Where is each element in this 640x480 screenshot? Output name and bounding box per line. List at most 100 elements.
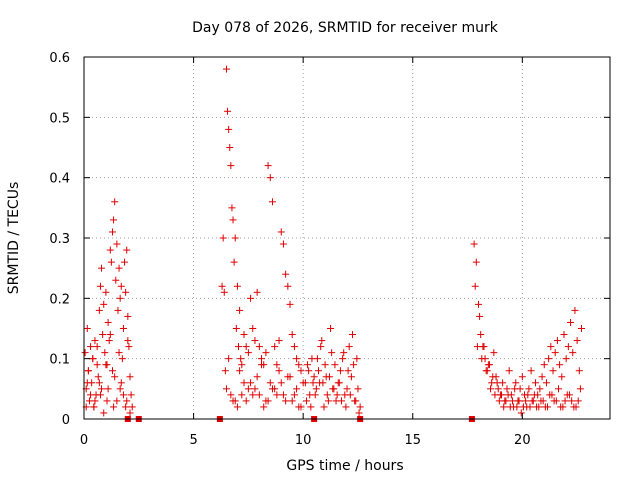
data-point bbox=[511, 385, 519, 393]
data-point bbox=[344, 367, 352, 375]
data-point bbox=[515, 397, 523, 405]
data-point bbox=[247, 294, 255, 302]
data-point bbox=[118, 355, 126, 363]
data-point bbox=[87, 391, 95, 399]
data-point bbox=[560, 331, 568, 339]
x-tick-label: 10 bbox=[295, 433, 312, 448]
chart-title: Day 078 of 2026, SRMTID for receiver mur… bbox=[192, 20, 499, 36]
data-point bbox=[116, 385, 124, 393]
data-point bbox=[570, 403, 578, 411]
data-point bbox=[484, 361, 492, 369]
data-point bbox=[578, 325, 586, 332]
data-point bbox=[117, 379, 125, 387]
data-point bbox=[95, 379, 103, 387]
data-point bbox=[128, 403, 136, 411]
data-point bbox=[343, 385, 351, 393]
data-point bbox=[112, 276, 120, 284]
data-point bbox=[565, 391, 573, 399]
data-point bbox=[351, 397, 359, 405]
data-point bbox=[536, 385, 544, 393]
data-point bbox=[544, 403, 552, 411]
data-point bbox=[119, 391, 127, 399]
data-point bbox=[489, 373, 497, 381]
data-point bbox=[336, 367, 344, 375]
data-point bbox=[96, 391, 104, 399]
data-point bbox=[122, 288, 130, 296]
data-point bbox=[335, 379, 343, 387]
data-point bbox=[305, 367, 313, 375]
data-point bbox=[273, 391, 281, 399]
data-point bbox=[475, 300, 482, 308]
data-point bbox=[258, 361, 266, 369]
data-point bbox=[288, 331, 296, 339]
data-point bbox=[230, 258, 238, 266]
data-point bbox=[328, 349, 336, 357]
data-point bbox=[100, 409, 108, 417]
data-point bbox=[81, 349, 89, 357]
data-point bbox=[258, 355, 266, 363]
data-point bbox=[104, 318, 112, 326]
data-point bbox=[553, 337, 561, 345]
y-tick-label: 0.2 bbox=[49, 292, 70, 307]
y-tick-label: 0.6 bbox=[49, 51, 70, 66]
data-point bbox=[83, 325, 91, 332]
data-point bbox=[106, 331, 114, 339]
data-point bbox=[227, 162, 235, 170]
data-point bbox=[233, 403, 241, 411]
data-point bbox=[126, 373, 134, 381]
data-point bbox=[342, 403, 350, 411]
data-point bbox=[498, 391, 506, 399]
data-point bbox=[244, 385, 252, 393]
data-point bbox=[321, 361, 329, 369]
data-point bbox=[90, 403, 98, 411]
data-point bbox=[222, 65, 230, 73]
data-point bbox=[477, 331, 485, 339]
data-point bbox=[290, 391, 298, 399]
data-point bbox=[353, 355, 361, 363]
data-point bbox=[219, 234, 227, 242]
data-point bbox=[297, 367, 305, 375]
data-point bbox=[238, 391, 246, 399]
data-point bbox=[240, 331, 248, 339]
data-point bbox=[266, 174, 274, 182]
data-point bbox=[231, 234, 239, 242]
data-point bbox=[556, 361, 564, 369]
data-point bbox=[229, 397, 237, 405]
data-point bbox=[538, 373, 546, 381]
data-point bbox=[329, 385, 337, 393]
data-point bbox=[528, 397, 536, 405]
data-point bbox=[242, 397, 250, 405]
data-point bbox=[253, 288, 261, 296]
data-point bbox=[290, 343, 298, 351]
data-point bbox=[268, 198, 276, 206]
data-point bbox=[524, 391, 532, 399]
data-point bbox=[548, 391, 556, 399]
data-point bbox=[83, 379, 91, 387]
data-point bbox=[122, 403, 130, 411]
data-point bbox=[89, 355, 97, 363]
data-point bbox=[293, 385, 301, 393]
data-point bbox=[232, 325, 240, 332]
data-point bbox=[340, 349, 348, 357]
y-tick-label: 0.1 bbox=[49, 353, 70, 368]
data-point bbox=[502, 397, 510, 405]
data-point bbox=[264, 162, 272, 170]
data-point bbox=[284, 282, 292, 290]
data-point bbox=[84, 367, 92, 375]
data-point bbox=[237, 355, 245, 363]
data-point bbox=[93, 361, 101, 369]
data-point bbox=[512, 379, 520, 387]
data-point bbox=[124, 337, 132, 345]
grid bbox=[84, 57, 610, 419]
data-point bbox=[539, 397, 547, 405]
data-point bbox=[244, 349, 252, 357]
y-tick-label: 0 bbox=[62, 413, 70, 428]
data-point bbox=[531, 379, 539, 387]
data-point bbox=[282, 270, 290, 278]
data-point bbox=[316, 379, 324, 387]
data-point bbox=[473, 343, 481, 351]
data-point bbox=[96, 282, 104, 290]
data-point bbox=[111, 198, 119, 206]
data-point bbox=[266, 379, 274, 387]
